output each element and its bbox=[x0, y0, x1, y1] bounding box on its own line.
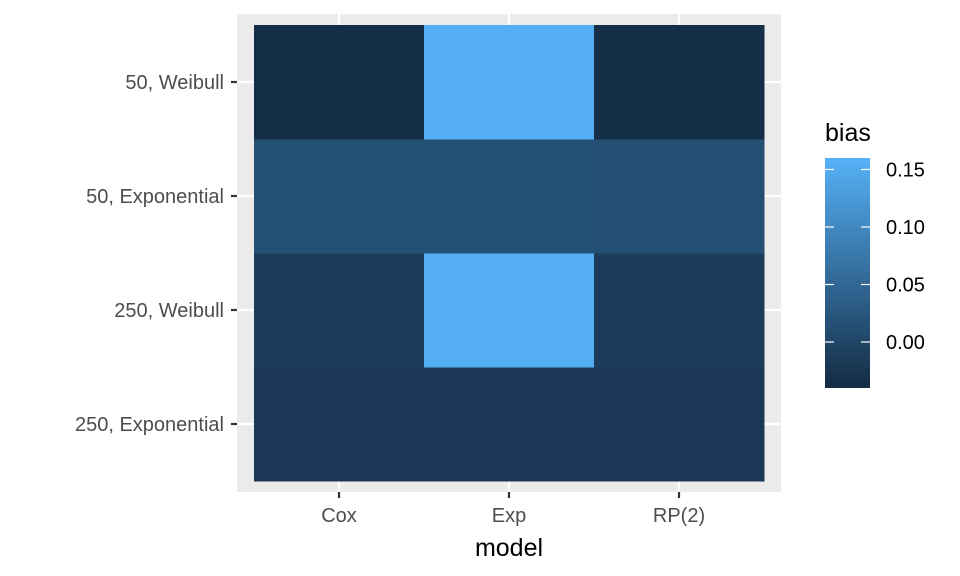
heatmap-cell bbox=[254, 25, 425, 140]
heatmap-cell bbox=[594, 367, 765, 482]
heatmap-cell bbox=[424, 139, 595, 254]
heatmap-cell bbox=[594, 139, 765, 254]
x-axis: Cox Exp RP(2) bbox=[321, 492, 705, 527]
heatmap-cells bbox=[254, 25, 765, 482]
y-tick-label: 50, Exponential bbox=[86, 186, 224, 208]
x-tick-label: Exp bbox=[492, 505, 526, 527]
legend-tick-label: 0.00 bbox=[886, 332, 925, 354]
legend-colorbar bbox=[825, 158, 870, 388]
y-tick-label: 250, Exponential bbox=[75, 414, 224, 436]
heatmap-cell bbox=[424, 253, 595, 368]
heatmap-cell bbox=[424, 367, 595, 482]
legend-tick-label: 0.05 bbox=[886, 275, 925, 297]
heatmap-cell bbox=[424, 25, 595, 140]
y-axis: 250, Exponential 250, Weibull 50, Exponent… bbox=[75, 72, 237, 436]
y-tick-label: 50, Weibull bbox=[125, 72, 224, 94]
x-tick-label: Cox bbox=[321, 505, 357, 527]
legend: bias 0.15 0.10 0.05 0.00 bbox=[825, 119, 925, 388]
heatmap-cell bbox=[254, 139, 425, 254]
legend-ticks: 0.15 0.10 0.05 0.00 bbox=[825, 160, 925, 354]
x-tick-label: RP(2) bbox=[653, 505, 705, 527]
heatmap-cell bbox=[594, 253, 765, 368]
x-axis-title: model bbox=[475, 534, 543, 562]
legend-tick-label: 0.15 bbox=[886, 160, 925, 182]
y-tick-label: 250, Weibull bbox=[114, 300, 224, 322]
heatmap-cell bbox=[254, 367, 425, 482]
legend-tick-label: 0.10 bbox=[886, 217, 925, 239]
legend-title: bias bbox=[825, 119, 871, 147]
heatmap-cell bbox=[254, 253, 425, 368]
heatmap-cell bbox=[594, 25, 765, 140]
